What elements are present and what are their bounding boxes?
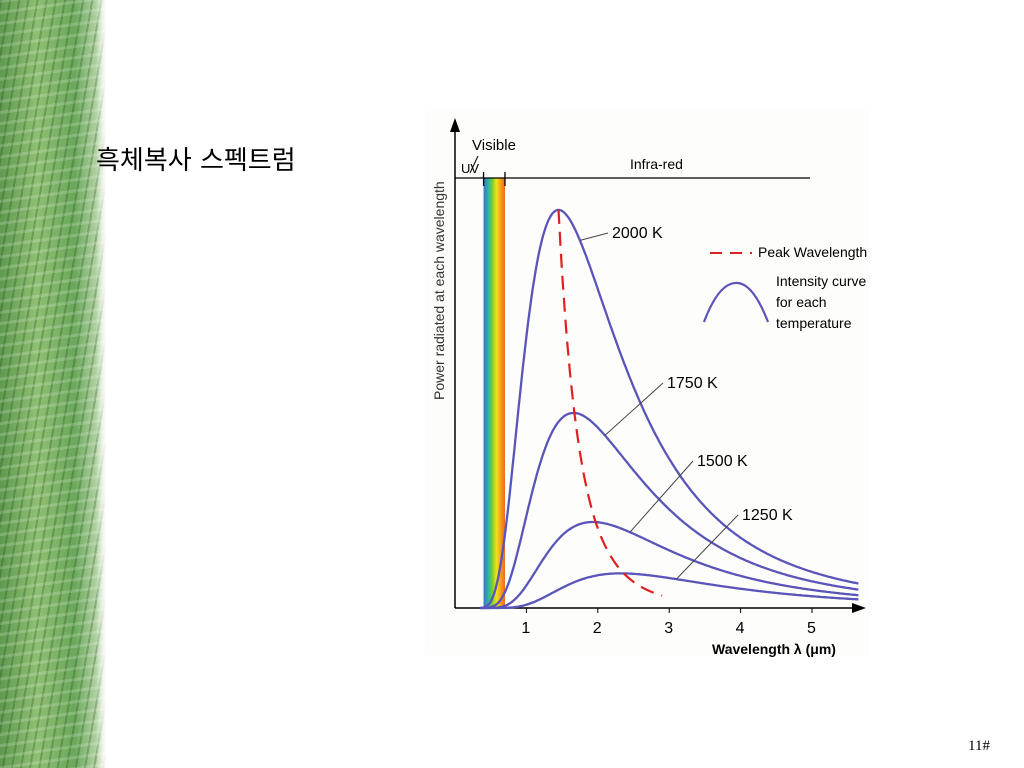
legend-curve-label-line-2: for each — [776, 294, 827, 310]
curve-2000k — [479, 208, 859, 610]
visible-spectrum-band — [483, 178, 505, 608]
x-axis-label: Wavelength λ (μm) — [712, 641, 836, 657]
infrared-label: Infra-red — [630, 156, 683, 172]
legend-peak-label: Peak Wavelength — [758, 244, 867, 260]
peak-wavelength-line — [557, 209, 663, 597]
legend: Peak Wavelength Intensity curve for each… — [702, 244, 867, 331]
decorative-side-strip — [0, 0, 106, 768]
slide-title: 흑체복사 스펙트럼 — [96, 146, 296, 176]
curve-label-leader — [675, 514, 739, 580]
intensity-curves — [479, 208, 859, 610]
visible-label-pointer — [469, 155, 479, 174]
page-number: 11# — [968, 738, 990, 754]
y-axis-arrow — [450, 118, 460, 132]
curve-1250k — [480, 572, 859, 610]
x-tick-label: 1 — [521, 620, 530, 637]
x-axis-arrow — [852, 603, 866, 613]
uv-label: UV — [461, 161, 479, 176]
x-tick-label: 5 — [807, 620, 816, 637]
curve-label-leader — [604, 382, 664, 436]
curve-labels: 2000 K 1750 K 1500 K 1250 K — [579, 225, 793, 580]
x-tick-label: 3 — [664, 620, 673, 637]
x-tick-label: 4 — [736, 620, 745, 637]
legend-curve-swatch — [702, 281, 770, 323]
curve-label-2000k: 2000 K — [612, 225, 663, 242]
curve-label-1500k: 1500 K — [697, 453, 748, 470]
curve-label-leader — [629, 460, 694, 533]
curve-1500k — [480, 520, 859, 610]
visible-label: Visible — [472, 137, 516, 154]
legend-curve-label-line-3: temperature — [776, 315, 852, 331]
x-tick-label: 2 — [593, 620, 602, 637]
y-axis-label: Power radiated at each wavelength — [431, 181, 447, 400]
curve-label-leader — [579, 232, 609, 241]
legend-curve-label-line-1: Intensity curve — [776, 273, 866, 289]
curve-label-1750k: 1750 K — [667, 375, 718, 392]
curve-1750k — [480, 411, 859, 610]
x-ticks: 1 2 3 4 5 — [521, 608, 816, 637]
curve-label-1250k: 1250 K — [742, 507, 793, 524]
